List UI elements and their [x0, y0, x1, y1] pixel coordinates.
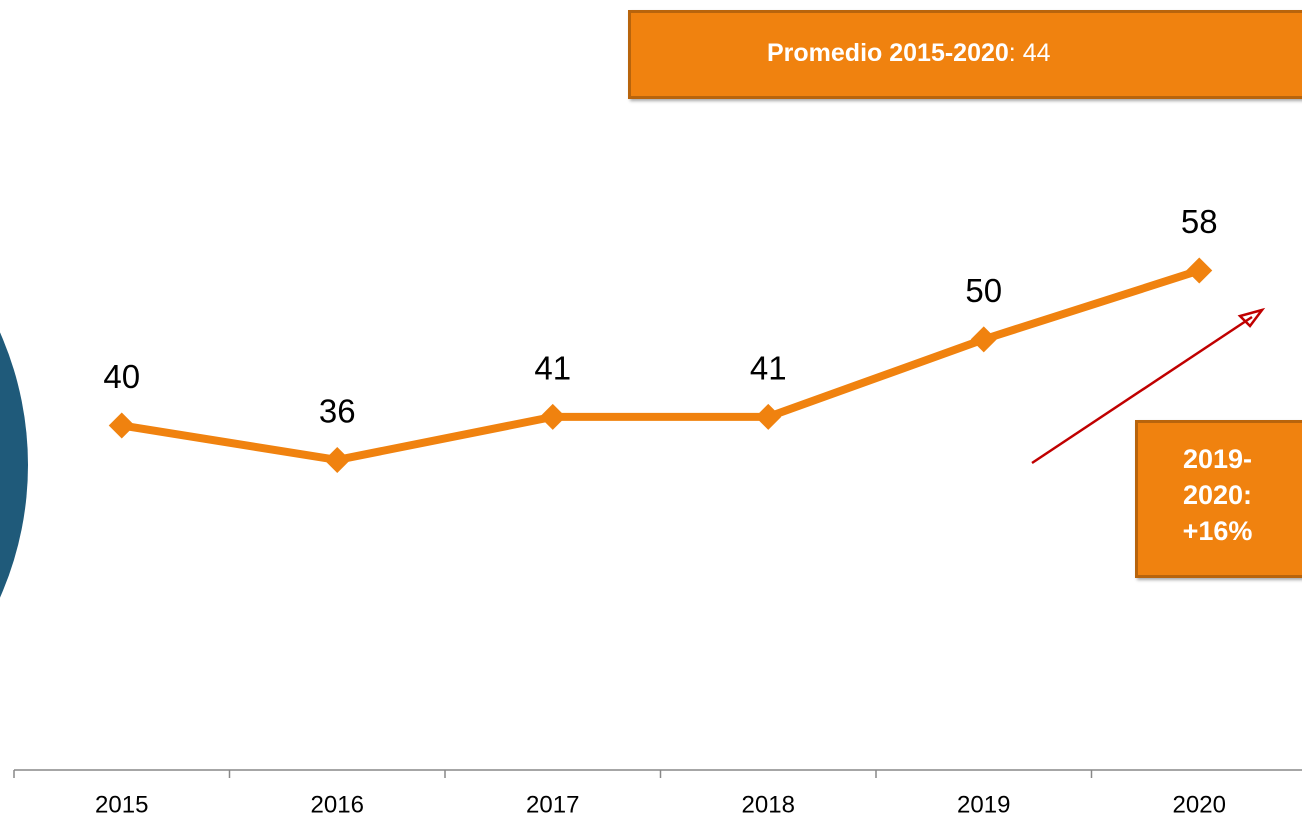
x-tick-label: 2019	[957, 791, 1010, 818]
data-label: 40	[103, 358, 140, 395]
marker	[755, 403, 782, 430]
average-box: Promedio 2015-2020: 44	[628, 10, 1302, 99]
x-tick-label: 2015	[95, 791, 148, 818]
x-tick-label: 2017	[526, 791, 579, 818]
data-label: 50	[965, 272, 1002, 309]
marker	[108, 412, 135, 439]
marker	[324, 446, 351, 473]
average-label: Promedio 2015-2020	[767, 39, 1009, 67]
arrow-head	[1237, 307, 1266, 328]
data-label: 41	[750, 350, 787, 387]
change-label: 2019-2020: +16%	[1182, 444, 1253, 546]
change-box: 2019-2020: +16%	[1135, 420, 1302, 578]
average-value: : 44	[1008, 39, 1051, 67]
x-tick-label: 2018	[742, 791, 795, 818]
trend-arrow	[1031, 315, 1253, 465]
marker	[1186, 257, 1213, 284]
data-label: 41	[534, 350, 571, 387]
marker	[970, 326, 997, 353]
x-tick-label: 2020	[1173, 791, 1226, 818]
data-label: 36	[319, 393, 356, 430]
decor-circle	[0, 332, 28, 598]
marker	[539, 403, 566, 430]
series-line	[121, 266, 1201, 464]
data-label: 58	[1181, 203, 1218, 240]
x-tick-label: 2016	[311, 791, 364, 818]
